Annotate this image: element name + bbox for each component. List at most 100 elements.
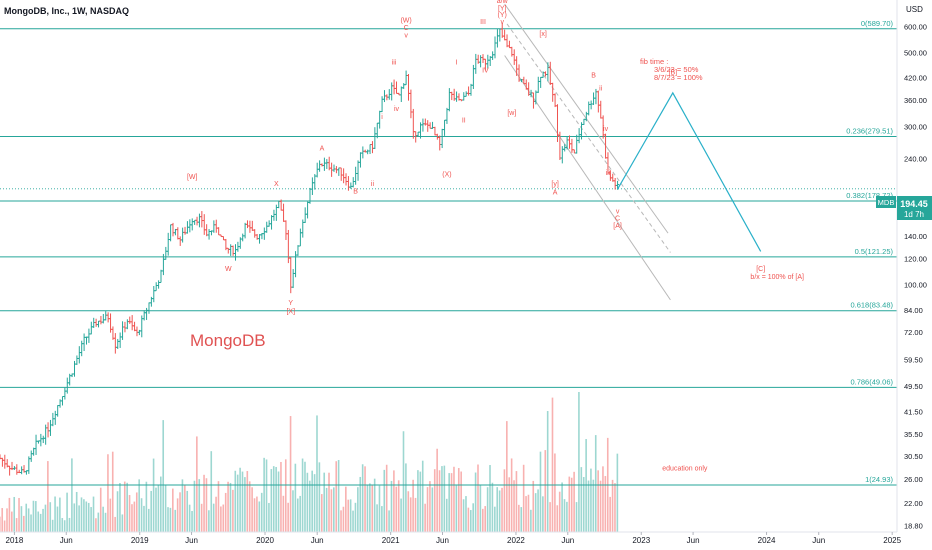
volume-bar: [3, 520, 6, 532]
volume-bar: [390, 480, 393, 532]
volume-bar: [395, 486, 398, 532]
volume-bar: [138, 479, 140, 532]
time-tick-label: 2021: [382, 536, 400, 545]
wave-label: C: [615, 216, 620, 223]
volume-bar: [431, 487, 434, 532]
volume-bar: [78, 505, 80, 532]
volume-bar: [546, 411, 549, 532]
volume-bar: [460, 471, 462, 532]
volume-bar: [462, 499, 465, 532]
volume-bar: [296, 498, 299, 532]
volume-bar: [198, 479, 201, 532]
volume-bar: [8, 497, 11, 532]
volume-bar: [599, 480, 602, 532]
volume-bar: [27, 508, 30, 532]
volume-bar: [518, 504, 520, 532]
volume-bar: [6, 508, 8, 532]
volume-bar: [246, 471, 249, 532]
volume-bar: [354, 502, 357, 532]
volume-bar: [150, 490, 152, 532]
volume-bar: [172, 488, 174, 532]
volume-bar: [419, 471, 422, 532]
volume-bar: [25, 503, 28, 532]
price-tick-label: 59.50: [904, 356, 923, 365]
price-tick-label: 22.00: [904, 499, 923, 508]
volume-bar: [597, 470, 599, 532]
volume-bar: [280, 461, 282, 532]
volume-bar: [191, 510, 193, 532]
volume-bar: [614, 483, 616, 532]
volume-bar: [551, 397, 554, 532]
volume-bar: [402, 431, 405, 532]
wave-projection-path[interactable]: [617, 91, 762, 252]
time-tick-label: 2019: [131, 536, 149, 545]
volume-bar: [232, 489, 234, 532]
volume-bar: [385, 464, 388, 532]
wave-label: [Y]: [498, 5, 507, 12]
volume-bar: [186, 490, 189, 532]
volume-bar: [494, 506, 496, 532]
volume-bar: [594, 435, 597, 532]
wave-label: i: [381, 114, 383, 121]
wave-label: III: [480, 19, 486, 26]
volume-bar: [325, 487, 328, 532]
volume-bar: [236, 474, 239, 532]
volume-bar: [56, 506, 59, 532]
volume-bar: [510, 458, 513, 532]
time-tick-label: 2023: [632, 536, 650, 545]
volume-bar: [306, 472, 309, 532]
volume-bar: [441, 466, 443, 532]
volume-bar: [241, 471, 244, 532]
time-tick-label: Jun: [185, 536, 198, 545]
price-tick-label: 240.00: [904, 154, 927, 163]
volume-bar: [227, 481, 229, 532]
channel-line: [504, 55, 671, 301]
wave-label: X: [274, 181, 279, 188]
volume-bar: [179, 492, 181, 532]
volume-bar: [244, 477, 246, 532]
volume-bar: [99, 487, 102, 532]
last-price-tag: MDB 194.45 1d 7h: [876, 196, 932, 220]
time-axis[interactable]: 2018 Jun 2019 Jun 2020 Jun 2021 Jun 2022 Jun 2023 J…: [6, 532, 902, 545]
volume-bar: [212, 503, 215, 532]
volume-bar: [345, 486, 347, 532]
volume-bar: [258, 501, 261, 532]
volume-bar: [349, 499, 352, 532]
volume-bar: [277, 471, 280, 532]
fib-time-50: 3/6/23 = 50%: [654, 65, 699, 74]
volume-bar: [44, 504, 47, 532]
volume-bar: [73, 503, 76, 532]
volume-bar: [426, 487, 429, 532]
volume-bar: [260, 492, 263, 532]
wave-label: [x]: [539, 31, 546, 38]
volume-bar: [157, 484, 160, 532]
volume-bar: [450, 473, 453, 532]
volume-bar: [570, 477, 573, 532]
price-tick-label: 84.00: [904, 306, 923, 315]
volume-bar: [15, 518, 18, 532]
volume-bar: [92, 496, 95, 532]
wave-label: IV: [482, 68, 489, 75]
volume-bar: [114, 516, 116, 532]
volume-bar: [530, 509, 532, 532]
price-tag-value: 194.45: [900, 199, 928, 209]
volume-bar: [135, 492, 138, 532]
volume-bar: [224, 492, 227, 532]
price-tag-box: [897, 196, 932, 220]
volume-bar: [469, 510, 472, 532]
wave-label: i: [610, 174, 612, 181]
volume-bar: [229, 482, 232, 532]
fib-level-label: 0.236(279.51): [846, 126, 893, 135]
volume-bar: [590, 468, 592, 532]
volume-bar: [616, 453, 619, 532]
volume-bar: [373, 478, 376, 532]
wave-label: (W): [400, 18, 411, 25]
volume-bar: [253, 498, 256, 532]
volume-bar: [102, 506, 104, 532]
volume-bar: [184, 485, 186, 532]
price-axis[interactable]: 600.00500.00420.00360.00300.00240.00170.…: [904, 22, 927, 530]
wave-label: [X]: [286, 308, 295, 315]
volume-bar: [35, 501, 37, 532]
volume-bar: [116, 491, 119, 532]
